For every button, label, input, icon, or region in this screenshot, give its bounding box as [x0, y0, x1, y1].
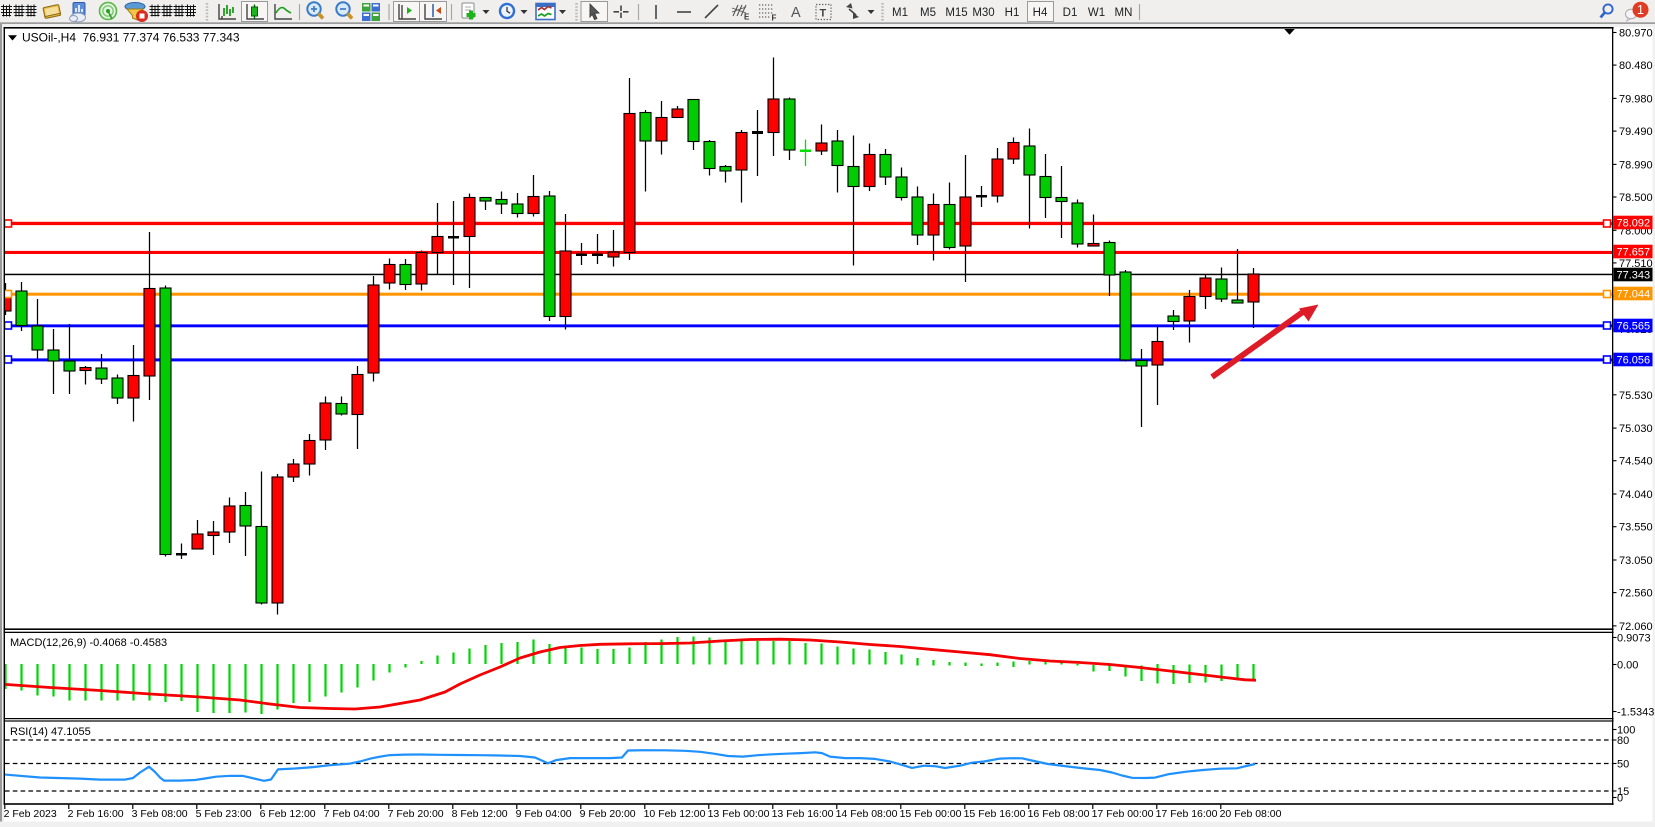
svg-text:H4: H4 [1033, 7, 1048, 19]
svg-text:20 Feb 08:00: 20 Feb 08:00 [1220, 808, 1282, 820]
svg-text:79.490: 79.490 [1619, 126, 1653, 138]
svg-text:80.480: 80.480 [1619, 60, 1653, 72]
svg-text:T: T [820, 8, 827, 20]
svg-text:15 Feb 00:00: 15 Feb 00:00 [900, 808, 962, 820]
svg-text:15 Feb 16:00: 15 Feb 16:00 [964, 808, 1026, 820]
svg-text:50: 50 [1617, 759, 1629, 771]
svg-text:17 Feb 00:00: 17 Feb 00:00 [1092, 808, 1154, 820]
svg-text:78.990: 78.990 [1619, 159, 1653, 171]
svg-text:2 Feb 2023: 2 Feb 2023 [4, 808, 57, 820]
svg-text:7 Feb 04:00: 7 Feb 04:00 [324, 808, 380, 820]
svg-text:75.530: 75.530 [1619, 390, 1653, 402]
svg-text:2 Feb 16:00: 2 Feb 16:00 [68, 808, 124, 820]
svg-text:77.044: 77.044 [1617, 289, 1651, 301]
svg-text:80: 80 [1617, 735, 1629, 747]
svg-text:M30: M30 [972, 7, 994, 19]
svg-text:M1: M1 [892, 7, 908, 19]
svg-text:100: 100 [1617, 725, 1635, 737]
svg-text:72.560: 72.560 [1619, 588, 1653, 600]
svg-text:77.510: 77.510 [1619, 258, 1653, 270]
svg-text:80.970: 80.970 [1619, 28, 1653, 40]
svg-text:0.9073: 0.9073 [1617, 633, 1651, 645]
svg-text:W1: W1 [1088, 7, 1105, 19]
svg-text:USOil-,H4 76.931 77.374 76.53: USOil-,H4 76.931 77.374 76.533 77.343 [22, 31, 240, 45]
svg-text:D1: D1 [1063, 7, 1078, 19]
svg-text:M5: M5 [920, 7, 936, 19]
svg-text:9 Feb 04:00: 9 Feb 04:00 [516, 808, 572, 820]
svg-text:F: F [772, 14, 777, 23]
svg-text:76.565: 76.565 [1617, 321, 1651, 333]
svg-text:73.550: 73.550 [1619, 522, 1653, 534]
svg-text:6 Feb 12:00: 6 Feb 12:00 [260, 808, 316, 820]
svg-text:MN: MN [1115, 7, 1133, 19]
svg-text:74.540: 74.540 [1619, 456, 1653, 468]
svg-text:E: E [744, 13, 750, 22]
svg-text:1: 1 [1637, 3, 1644, 17]
svg-text:75.030: 75.030 [1619, 423, 1653, 435]
svg-text:77.343: 77.343 [1617, 270, 1651, 282]
svg-text:9 Feb 20:00: 9 Feb 20:00 [580, 808, 636, 820]
svg-text:7 Feb 20:00: 7 Feb 20:00 [388, 808, 444, 820]
svg-text:RSI(14) 47.1055: RSI(14) 47.1055 [10, 726, 91, 738]
svg-text:13 Feb 16:00: 13 Feb 16:00 [772, 808, 834, 820]
svg-text:5 Feb 23:00: 5 Feb 23:00 [196, 808, 252, 820]
svg-text:14 Feb 08:00: 14 Feb 08:00 [836, 808, 898, 820]
svg-text:78.500: 78.500 [1619, 192, 1653, 204]
svg-text:17 Feb 16:00: 17 Feb 16:00 [1156, 808, 1218, 820]
svg-text:74.040: 74.040 [1619, 489, 1653, 501]
svg-text:-1.5343: -1.5343 [1617, 707, 1654, 719]
svg-text:MACD(12,26,9) -0.4068 -0.4583: MACD(12,26,9) -0.4068 -0.4583 [10, 637, 167, 649]
svg-text:78.092: 78.092 [1617, 218, 1651, 230]
svg-text:15: 15 [1617, 786, 1629, 798]
svg-text:73.050: 73.050 [1619, 555, 1653, 567]
svg-text:16 Feb 08:00: 16 Feb 08:00 [1028, 808, 1090, 820]
svg-text:8 Feb 12:00: 8 Feb 12:00 [452, 808, 508, 820]
svg-text:79.980: 79.980 [1619, 93, 1653, 105]
svg-text:72.060: 72.060 [1619, 621, 1653, 633]
svg-text:10 Feb 12:00: 10 Feb 12:00 [644, 808, 706, 820]
svg-text:0.00: 0.00 [1617, 660, 1638, 672]
svg-text:0: 0 [1617, 793, 1623, 805]
svg-text:M15: M15 [945, 7, 967, 19]
svg-text:77.657: 77.657 [1617, 247, 1651, 259]
svg-text:13 Feb 00:00: 13 Feb 00:00 [708, 808, 770, 820]
svg-text:H1: H1 [1005, 7, 1020, 19]
svg-text:3 Feb 08:00: 3 Feb 08:00 [132, 808, 188, 820]
svg-text:76.056: 76.056 [1617, 355, 1651, 367]
svg-text:A: A [791, 5, 801, 21]
